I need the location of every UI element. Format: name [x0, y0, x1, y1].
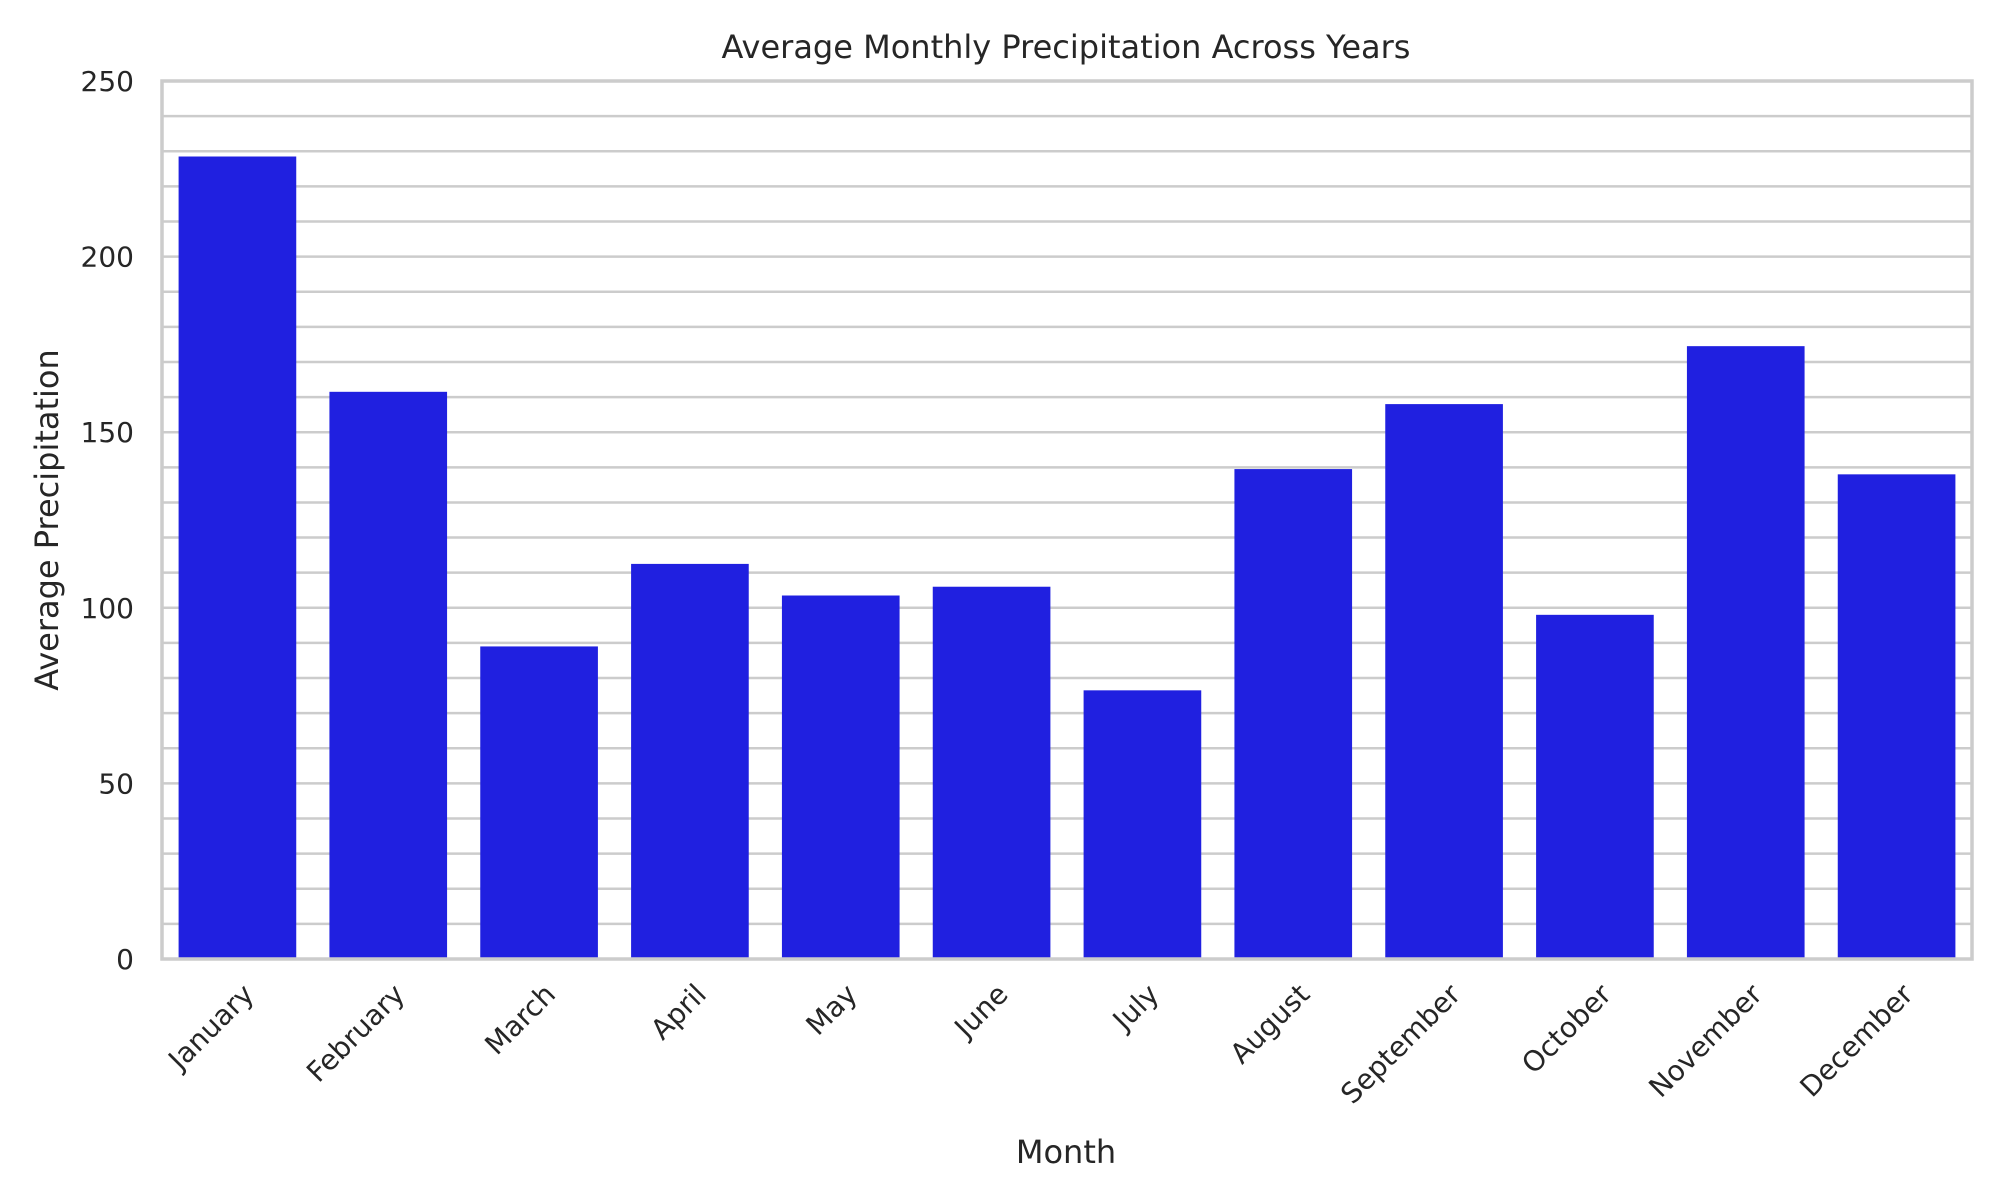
y-axis-label: Average Precipitation	[28, 349, 66, 691]
x-tick-label: January	[161, 978, 261, 1078]
bar	[631, 563, 749, 959]
bar	[1385, 404, 1503, 959]
x-tick-label: October	[1515, 977, 1618, 1080]
x-tick-label: July	[1105, 978, 1165, 1038]
y-tick-label: 100	[81, 592, 134, 625]
y-tick-label: 250	[81, 65, 134, 98]
x-tick-label: November	[1642, 977, 1769, 1104]
x-axis-label: Month	[1016, 1133, 1116, 1171]
x-tick-label: August	[1224, 978, 1317, 1071]
plot-frame	[160, 79, 1974, 961]
bar	[1837, 474, 1956, 959]
x-tick-label: February	[300, 978, 411, 1089]
y-tick-label: 150	[81, 416, 134, 449]
y-tick-label: 50	[98, 767, 134, 800]
x-tick-label: December	[1794, 977, 1920, 1103]
gridlines	[162, 114, 1972, 926]
x-tick-label: May	[799, 978, 863, 1042]
bar	[329, 391, 448, 959]
bar	[932, 586, 1051, 959]
bar	[1536, 614, 1654, 959]
x-tick-label: April	[644, 978, 713, 1047]
bars	[178, 156, 1956, 959]
x-tick-label: March	[478, 978, 562, 1062]
bar	[480, 646, 598, 959]
bar	[1083, 690, 1202, 959]
bar	[1686, 346, 1805, 959]
bar	[178, 156, 297, 959]
x-axis-ticks: January February March April May June July Augu…	[161, 977, 1920, 1110]
x-tick-label: September	[1334, 977, 1467, 1110]
y-axis-ticks: 0 50 100 150 200 250	[81, 65, 134, 976]
bar	[781, 595, 900, 959]
bar	[1234, 469, 1353, 959]
y-tick-label: 0	[116, 943, 134, 976]
x-tick-label: June	[947, 978, 1015, 1046]
chart-title: Average Monthly Precipitation Across Yea…	[722, 28, 1411, 66]
y-tick-label: 200	[81, 241, 134, 274]
